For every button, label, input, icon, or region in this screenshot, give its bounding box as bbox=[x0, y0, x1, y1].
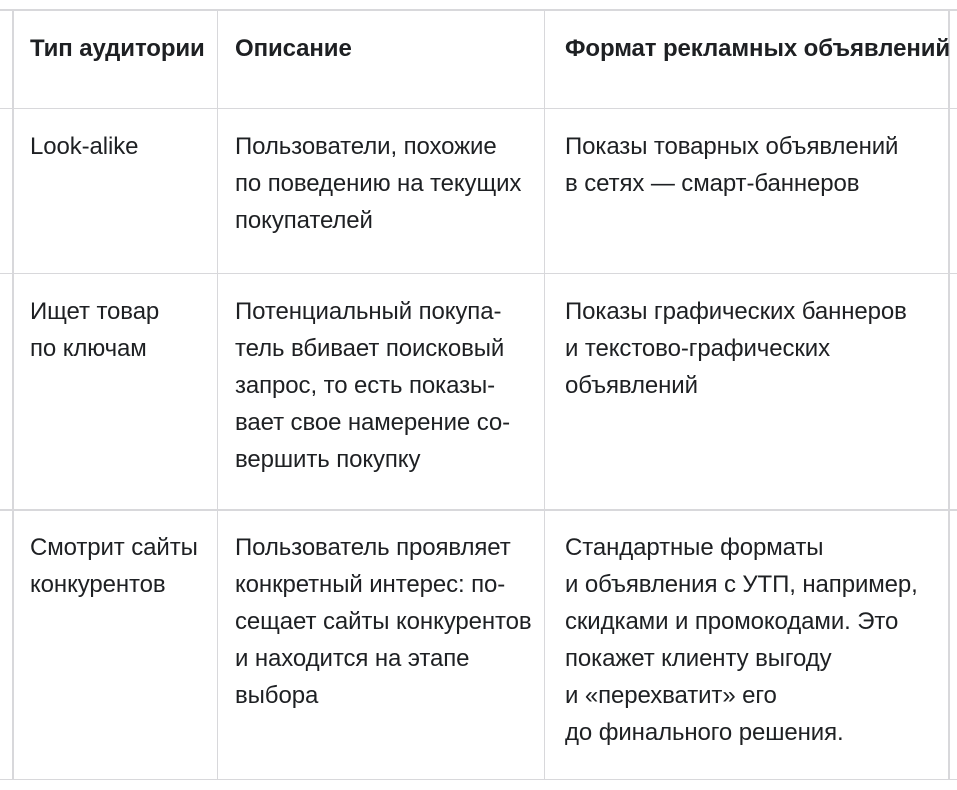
row1-cell-description: Пользователи, похожие по поведению на те… bbox=[235, 133, 522, 234]
row3-cell-audience-type: Смотрит сайты конкурентов bbox=[30, 534, 198, 598]
header-cell-ad-format: Формат рекламных объявлений bbox=[565, 35, 951, 62]
row1-cell-audience-type: Look-alike bbox=[30, 133, 139, 160]
column-divider-2 bbox=[543, 9, 545, 780]
row1-cell-ad-format: Показы товарных объявлений в сетях — сма… bbox=[565, 133, 899, 197]
table-border-bottom bbox=[0, 778, 957, 780]
row2-cell-description: Потенциальный покупа- тель вбивает поиск… bbox=[235, 298, 511, 473]
column-divider-1 bbox=[216, 9, 218, 780]
table-content-grid: Тип аудитории Описание Формат рекламных … bbox=[13, 10, 951, 779]
header-cell-audience-type: Тип аудитории bbox=[30, 35, 205, 62]
header-cell-description: Описание bbox=[235, 35, 352, 62]
table-border-left bbox=[12, 9, 14, 780]
row2-cell-audience-type: Ищет товар по ключам bbox=[30, 298, 160, 362]
row-divider-2 bbox=[0, 509, 957, 511]
row-divider-1 bbox=[0, 272, 957, 274]
row3-cell-description: Пользователь проявляет конкретный интере… bbox=[235, 534, 532, 709]
table-border-top bbox=[0, 9, 957, 11]
row-divider-header bbox=[0, 107, 957, 109]
row3-cell-ad-format: Стандартные форматы и объявления с УТП, … bbox=[565, 534, 918, 746]
row2-cell-ad-format: Показы графических баннеров и текстово-г… bbox=[565, 298, 907, 399]
table-border-right bbox=[948, 9, 950, 780]
